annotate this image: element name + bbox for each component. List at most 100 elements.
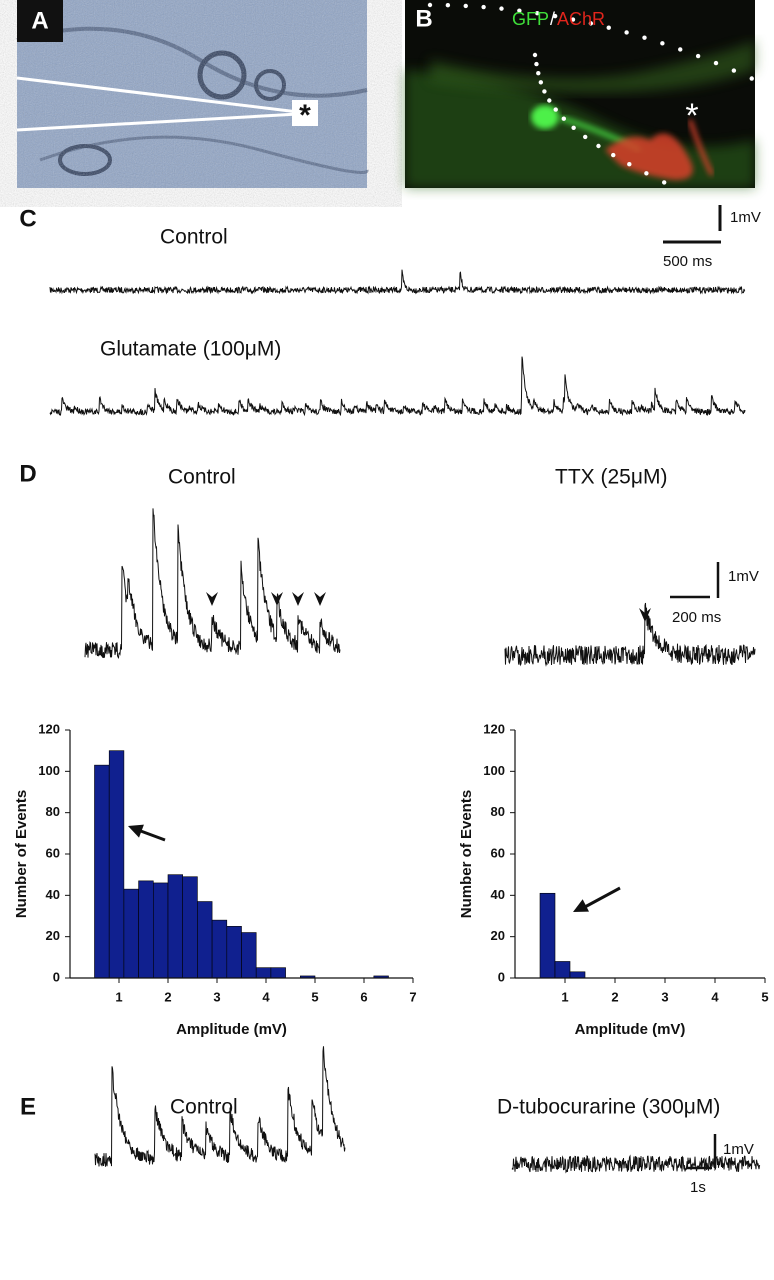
y-axis-title: Number of Events — [458, 790, 475, 918]
dot — [583, 134, 588, 140]
x-tick-label: 4 — [262, 989, 270, 1004]
panel-label: E — [20, 1093, 36, 1120]
dot — [553, 107, 558, 112]
panel-b-image — [405, 0, 755, 188]
scale-label: 500 ms — [663, 253, 712, 270]
x-tick-label: 4 — [711, 989, 719, 1004]
arrowhead — [639, 608, 651, 622]
dot — [749, 76, 754, 81]
dot — [536, 71, 541, 76]
bar — [167, 874, 183, 979]
arrowhead — [292, 592, 304, 606]
stain-separator: / — [550, 9, 555, 29]
dot — [713, 60, 719, 66]
condition-label: Control — [160, 226, 228, 249]
bar — [539, 892, 556, 979]
bar — [569, 971, 586, 979]
stain-label: AChR — [557, 9, 605, 29]
panel-label: A — [31, 7, 48, 34]
scale-label: 1mV — [728, 568, 759, 585]
dot — [642, 35, 647, 40]
dot — [588, 21, 594, 26]
panel-label: C — [19, 205, 36, 232]
x-tick-label: 2 — [164, 989, 171, 1004]
x-tick-label: 3 — [213, 989, 220, 1004]
y-tick-label: 20 — [46, 928, 60, 943]
x-axis-title: Amplitude (mV) — [176, 1021, 287, 1038]
x-tick-label: 7 — [409, 989, 416, 1004]
bar — [241, 932, 257, 979]
trace — [49, 356, 746, 417]
dot — [534, 61, 539, 67]
marker: * — [299, 99, 311, 132]
bar — [211, 919, 228, 979]
condition-label: TTX (25μM) — [555, 466, 667, 489]
x-tick-label: 2 — [611, 989, 618, 1004]
x-tick-label: 1 — [115, 989, 122, 1004]
dot — [532, 52, 538, 58]
y-tick-label: 40 — [491, 887, 505, 902]
dot — [499, 6, 504, 11]
arrow — [582, 886, 621, 910]
scale-label: 1mV — [730, 209, 761, 226]
trace — [49, 269, 746, 295]
arrowhead — [128, 824, 144, 838]
condition-label: Control — [170, 1096, 238, 1119]
dot — [561, 116, 567, 121]
dot — [678, 47, 683, 52]
x-tick-label: 5 — [311, 989, 318, 1004]
dot — [542, 89, 547, 94]
x-tick-label: 5 — [761, 989, 768, 1004]
y-tick-label: 60 — [491, 845, 505, 860]
bar — [138, 880, 154, 979]
trace — [84, 508, 341, 660]
bar — [270, 967, 286, 979]
dot — [445, 3, 451, 8]
dot — [627, 162, 632, 167]
trace — [511, 1154, 761, 1174]
bar — [182, 876, 198, 979]
condition-label: Control — [168, 466, 236, 489]
panel-label: B — [415, 5, 432, 32]
y-tick-label: 20 — [491, 928, 505, 943]
x-tick-label: 6 — [360, 989, 367, 1004]
bar — [94, 764, 110, 979]
dot — [535, 10, 540, 16]
dot — [695, 53, 701, 59]
bar — [255, 967, 272, 979]
bar — [226, 926, 242, 979]
dot — [606, 25, 611, 30]
y-tick-label: 120 — [483, 721, 505, 736]
dot — [644, 171, 649, 176]
dot — [596, 143, 601, 149]
trace — [504, 602, 756, 667]
bar — [197, 901, 213, 979]
dot — [570, 17, 576, 22]
dot — [481, 4, 486, 10]
marker: * — [685, 97, 698, 135]
arrowhead — [314, 592, 326, 606]
y-tick-label: 100 — [38, 763, 60, 778]
panel-a-image — [16, 0, 369, 188]
scale-label: 200 ms — [672, 609, 721, 626]
x-axis-title: Amplitude (mV) — [575, 1021, 686, 1038]
x-tick-label: 1 — [561, 989, 568, 1004]
y-axis-title: Number of Events — [13, 790, 30, 918]
dot — [547, 98, 552, 103]
panel-label: D — [19, 460, 36, 487]
bar — [554, 961, 571, 979]
y-tick-label: 40 — [46, 887, 60, 902]
condition-label: Glutamate (100μM) — [100, 338, 281, 361]
dot — [538, 80, 544, 85]
dot — [624, 30, 629, 35]
bar — [153, 882, 169, 979]
dot — [517, 8, 522, 13]
scale-label: 1s — [690, 1179, 706, 1196]
dot — [611, 152, 616, 158]
dot — [660, 41, 665, 46]
y-tick-label: 0 — [53, 969, 60, 984]
y-tick-label: 80 — [491, 804, 505, 819]
dot — [463, 3, 468, 9]
dot — [731, 68, 737, 73]
